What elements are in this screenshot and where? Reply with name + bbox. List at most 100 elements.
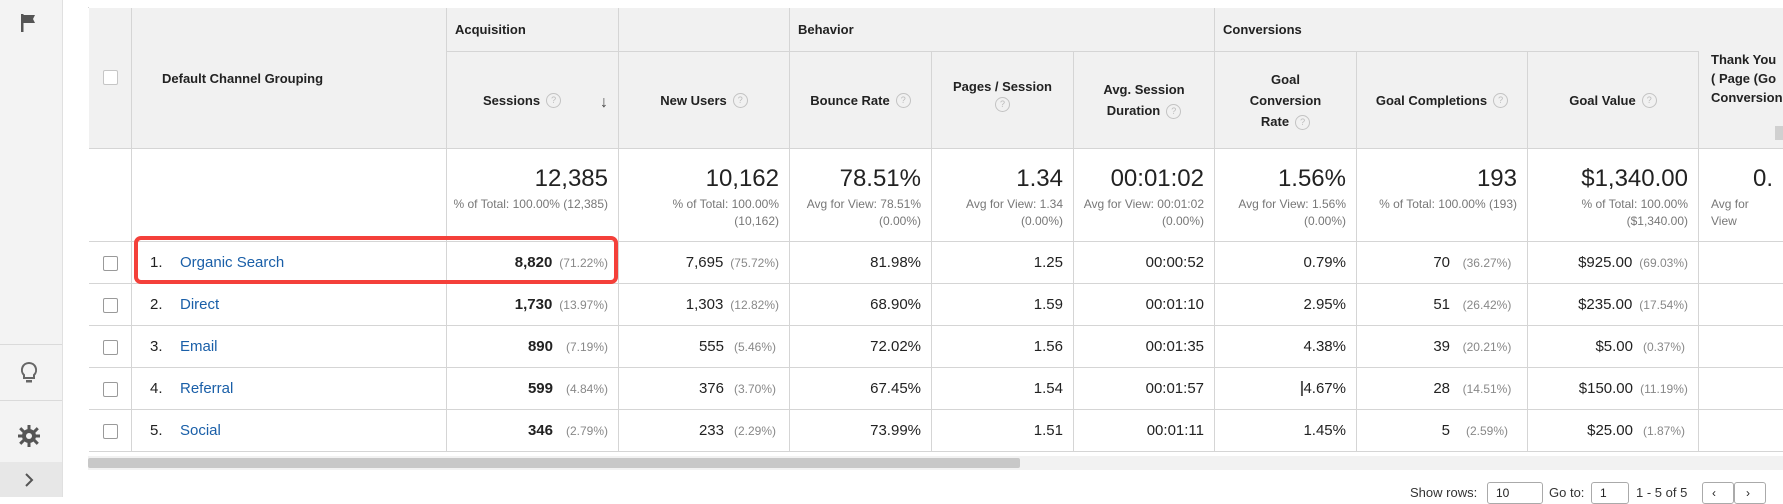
total-pages-session-sub: Avg for View: 1.34 (0.00%) bbox=[966, 197, 1063, 228]
total-goal-value: $1,340.00 % of Total: 100.00% ($1,340.00… bbox=[1528, 149, 1699, 242]
table-cell-goal-completions: 39 (20.21%) bbox=[1357, 326, 1528, 368]
group-conversions-label: Conversions bbox=[1223, 22, 1302, 37]
sessions-column-header[interactable]: Sessions? ↓ bbox=[447, 52, 619, 149]
avg-duration-column-header[interactable]: Avg. Session Duration? bbox=[1074, 52, 1215, 149]
goal-conv-rate-value: 0.79% bbox=[1303, 254, 1346, 271]
totals-label-cell bbox=[132, 149, 447, 242]
row-checkbox[interactable] bbox=[103, 382, 118, 397]
channel-link[interactable]: Organic Search bbox=[180, 254, 285, 271]
row-checkbox[interactable] bbox=[103, 340, 118, 355]
sort-down-arrow-icon[interactable]: ↓ bbox=[600, 94, 608, 111]
next-page-button[interactable]: › bbox=[1734, 482, 1766, 504]
total-avg-duration-value: 00:01:02 bbox=[1110, 165, 1204, 192]
help-icon[interactable]: ? bbox=[1295, 114, 1311, 130]
table-cell-sessions: 599 (4.84%) bbox=[447, 368, 619, 410]
table-cell-thank-you bbox=[1699, 326, 1783, 368]
goal-value-header-label: Goal Value bbox=[1569, 92, 1636, 108]
help-icon[interactable]: ? bbox=[1166, 104, 1182, 120]
row-checkbox-cell bbox=[89, 242, 132, 284]
table-cell-goal-value: $5.00 (0.37%) bbox=[1528, 326, 1699, 368]
channel-column-header[interactable]: Default Channel Grouping bbox=[132, 8, 447, 149]
sessions-percent: (71.22%) bbox=[559, 256, 608, 270]
pages-session-column-header[interactable]: Pages / Session? bbox=[932, 52, 1074, 149]
table-cell-sessions: 1,730 (13.97%) bbox=[447, 284, 619, 326]
channel-link[interactable]: Referral bbox=[180, 380, 234, 397]
rail-expand-area[interactable] bbox=[0, 462, 62, 497]
table-cell-new-users: 1,303 (12.82%) bbox=[619, 284, 790, 326]
total-bounce-rate-value: 78.51% bbox=[839, 165, 921, 192]
select-all-header bbox=[89, 8, 132, 149]
table-cell-thank-you bbox=[1699, 368, 1783, 410]
new-users-column-header[interactable]: New Users? bbox=[619, 52, 790, 149]
table-cell-thank-you bbox=[1699, 242, 1783, 284]
goal-conv-rate-value: 4.38% bbox=[1303, 338, 1346, 355]
help-icon[interactable]: ? bbox=[732, 92, 748, 108]
sessions-value: 599 bbox=[527, 380, 553, 397]
help-icon[interactable]: ? bbox=[1493, 92, 1509, 108]
row-checkbox[interactable] bbox=[103, 298, 118, 313]
total-new-users-value: 10,162 bbox=[705, 165, 779, 192]
goal-completions-value: 5 bbox=[1441, 422, 1450, 439]
row-checkbox-cell bbox=[89, 326, 132, 368]
goal-completions-percent: (36.27%) bbox=[1462, 256, 1512, 270]
avg-duration-value: 00:01:11 bbox=[1146, 422, 1204, 439]
table-cell-thank-you bbox=[1699, 410, 1783, 452]
table-cell-pages-session: 1.25 bbox=[932, 242, 1074, 284]
channel-link[interactable]: Email bbox=[180, 338, 218, 355]
gear-icon[interactable] bbox=[16, 423, 42, 449]
total-new-users: 10,162 % of Total: 100.00% (10,162) bbox=[619, 149, 790, 242]
table-cell-goal-completions: 28 (14.51%) bbox=[1357, 368, 1528, 410]
goal-completions-percent: (14.51%) bbox=[1462, 382, 1512, 396]
channel-link[interactable]: Social bbox=[180, 422, 221, 439]
chevron-right-icon[interactable] bbox=[22, 472, 36, 493]
thank-you-column-header[interactable]: Thank You ( Page (Go Conversion bbox=[1699, 8, 1783, 149]
avg-duration-value: 00:01:57 bbox=[1145, 380, 1204, 397]
help-icon[interactable]: ? bbox=[546, 92, 562, 108]
total-new-users-sub: % of Total: 100.00% (10,162) bbox=[672, 197, 779, 228]
table-cell-goal-completions: 5 (2.59%) bbox=[1357, 410, 1528, 452]
row-checkbox[interactable] bbox=[103, 424, 118, 439]
table-cell-goal-conv-rate: 4.67% bbox=[1215, 368, 1357, 410]
help-icon[interactable]: ? bbox=[995, 97, 1010, 112]
lightbulb-icon[interactable] bbox=[16, 360, 42, 386]
help-icon[interactable]: ? bbox=[1641, 92, 1657, 108]
bounce-rate-column-header[interactable]: Bounce Rate? bbox=[790, 52, 932, 149]
row-checkbox[interactable] bbox=[103, 256, 118, 271]
table-cell-goal-conv-rate: 4.38% bbox=[1215, 326, 1357, 368]
total-goal-completions-sub: % of Total: 100.00% (193) bbox=[1379, 197, 1517, 211]
goal-value-percent: (1.87%) bbox=[1642, 424, 1686, 438]
text-cursor-icon: I bbox=[1299, 377, 1305, 401]
goal-completions-percent: (20.21%) bbox=[1462, 340, 1512, 354]
avg-duration-value: 00:01:10 bbox=[1145, 296, 1204, 313]
table-cell-avg-duration: 00:00:52 bbox=[1074, 242, 1215, 284]
total-goal-completions: 193 % of Total: 100.00% (193) bbox=[1357, 149, 1528, 242]
show-rows-value: 10 bbox=[1496, 486, 1510, 500]
sessions-percent: (7.19%) bbox=[565, 340, 608, 354]
table-row-channel: 5. Social bbox=[132, 410, 447, 452]
goal-completions-column-header[interactable]: Goal Completions? bbox=[1357, 52, 1528, 149]
flag-icon[interactable] bbox=[16, 10, 42, 36]
row-checkbox-cell bbox=[89, 410, 132, 452]
select-all-checkbox[interactable] bbox=[103, 70, 118, 85]
table-cell-new-users: 376 (3.70%) bbox=[619, 368, 790, 410]
goto-input[interactable]: 1 bbox=[1591, 482, 1629, 504]
goal-conv-rate-column-header[interactable]: Goal Conversion Rate? bbox=[1215, 52, 1357, 149]
channel-link[interactable]: Direct bbox=[180, 296, 220, 313]
show-rows-select[interactable]: 10 bbox=[1487, 482, 1543, 504]
total-bounce-rate-sub: Avg for View: 78.51% (0.00%) bbox=[806, 197, 921, 228]
help-icon[interactable]: ? bbox=[895, 92, 911, 108]
table-cell-new-users: 7,695 (75.72%) bbox=[619, 242, 790, 284]
prev-page-button[interactable]: ‹ bbox=[1702, 482, 1734, 504]
table-cell-sessions: 346 (2.79%) bbox=[447, 410, 619, 452]
row-index: 2. bbox=[150, 296, 163, 313]
goal-value-column-header[interactable]: Goal Value? bbox=[1528, 52, 1699, 149]
new-users-percent: (75.72%) bbox=[730, 256, 779, 270]
pages-session-value: 1.25 bbox=[1033, 254, 1063, 271]
total-pages-session: 1.34 Avg for View: 1.34 (0.00%) bbox=[932, 149, 1074, 242]
pages-session-value: 1.54 bbox=[1033, 380, 1063, 397]
goal-conv-rate-value: 4.67% bbox=[1303, 380, 1346, 397]
goal-value-percent: (69.03%) bbox=[1639, 256, 1688, 270]
table-cell-pages-session: 1.59 bbox=[932, 284, 1074, 326]
horizontal-scrollbar-thumb[interactable] bbox=[88, 458, 1020, 468]
bounce-rate-header-label: Bounce Rate bbox=[810, 92, 890, 108]
